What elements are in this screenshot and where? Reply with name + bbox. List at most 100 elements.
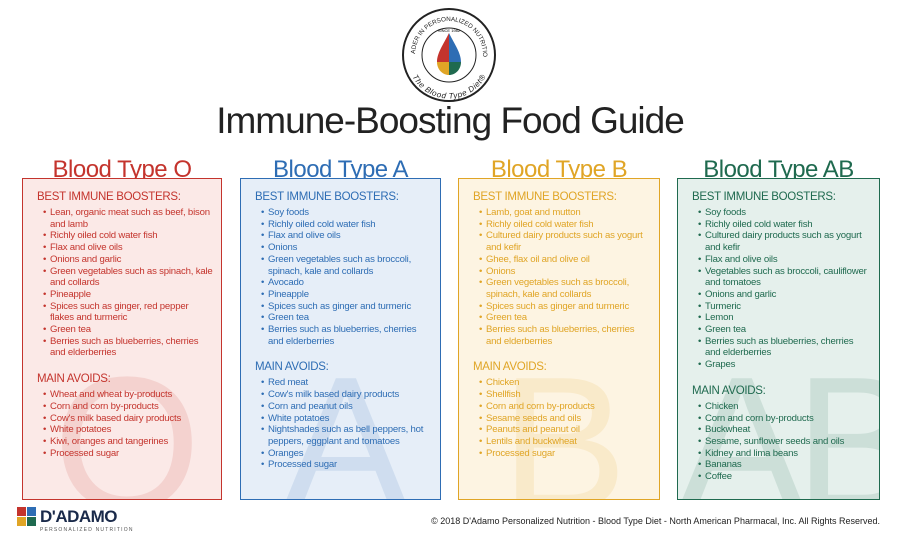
brand: D'ADAMO <box>40 507 118 526</box>
booster-item: Berries such as blueberries, cherries an… <box>698 336 871 359</box>
booster-item: Berries such as blueberries, cherries an… <box>261 324 432 347</box>
logo-inner <box>421 27 477 83</box>
avoids-list: ChickenShellfishCorn and corn by-product… <box>473 377 651 459</box>
section-title: MAIN AVOIDS: <box>255 361 329 374</box>
boosters-list: Lean, organic meat such as beef, bison a… <box>37 207 213 359</box>
booster-item: Grapes <box>698 359 871 371</box>
booster-item: Green tea <box>43 324 213 336</box>
avoid-item: Oranges <box>261 448 432 460</box>
sq <box>17 507 26 516</box>
avoid-item: Peanuts and peanut oil <box>479 424 651 436</box>
avoid-item: White potatoes <box>261 413 432 425</box>
avoid-item: Corn and corn by-products <box>43 401 213 413</box>
booster-item: Green vegetables such as broccoli, spina… <box>261 254 432 277</box>
avoid-item: Coffee <box>698 471 871 483</box>
drop-a <box>449 33 461 62</box>
sq <box>27 517 36 526</box>
avoid-item: Corn and peanut oils <box>261 401 432 413</box>
booster-item: Pineapple <box>43 289 213 301</box>
booster-item: Berries such as blueberries, cherries an… <box>479 324 651 347</box>
section-title: MAIN AVOIDS: <box>473 361 547 374</box>
avoid-item: Chicken <box>698 401 871 413</box>
avoid-item: Chicken <box>479 377 651 389</box>
avoid-item: Bananas <box>698 459 871 471</box>
boosters-list: Soy foodsRichly oiled cold water fishCul… <box>692 207 871 371</box>
brand-icon <box>17 507 36 526</box>
booster-item: Spices such as ginger and turmeric <box>479 301 651 313</box>
avoid-item: Shellfish <box>479 389 651 401</box>
avoid-item: Processed sugar <box>479 448 651 460</box>
booster-item: Flax and olive oils <box>261 230 432 242</box>
booster-item: Flax and olive oils <box>43 242 213 254</box>
avoid-item: Processed sugar <box>43 448 213 460</box>
drop-b <box>437 62 449 75</box>
drop-o <box>437 33 449 62</box>
booster-item: Ghee, flax oil and olive oil <box>479 254 651 266</box>
section-title: BEST IMMUNE BOOSTERS: <box>255 191 399 203</box>
booster-item: Onions <box>261 242 432 254</box>
booster-item: Green vegetables such as spinach, kale a… <box>43 266 213 289</box>
avoid-item: Kiwi, oranges and tangerines <box>43 436 213 448</box>
booster-item: Green tea <box>261 312 432 324</box>
booster-item: Lamb, goat and mutton <box>479 207 651 219</box>
booster-item: Soy foods <box>261 207 432 219</box>
booster-item: Green tea <box>698 324 871 336</box>
booster-item: Cultured dairy products such as yogurt a… <box>479 230 651 253</box>
avoid-item: Cow's milk based dairy products <box>261 389 432 401</box>
section-title: BEST IMMUNE BOOSTERS: <box>473 191 617 203</box>
booster-item: Spices such as ginger and turmeric <box>261 301 432 313</box>
section-title: MAIN AVOIDS: <box>692 384 766 397</box>
column-box: ABBEST IMMUNE BOOSTERS:Soy foodsRichly o… <box>677 178 880 500</box>
sq <box>17 517 26 526</box>
avoid-item: Corn and corn by-products <box>698 413 871 425</box>
avoid-item: Lentils and buckwheat <box>479 436 651 448</box>
logo-since: SINCE 1982 <box>438 28 461 33</box>
avoids-list: ChickenCorn and corn by-productsBuckwhea… <box>692 401 871 483</box>
brand-sub: PERSONALIZED NUTRITION <box>40 527 134 533</box>
avoid-item: Red meat <box>261 377 432 389</box>
logo: LEADER IN PERSONALIZED NUTRITION The Blo… <box>399 5 496 102</box>
section-title: BEST IMMUNE BOOSTERS: <box>692 191 836 203</box>
booster-item: Spices such as ginger, red pepper flakes… <box>43 301 213 324</box>
drop-ab <box>449 62 461 75</box>
booster-item: Flax and olive oils <box>698 254 871 266</box>
avoid-item: White potatoes <box>43 424 213 436</box>
booster-item: Richly oiled cold water fish <box>261 219 432 231</box>
avoid-item: Sesame, sunflower seeds and oils <box>698 436 871 448</box>
boosters-list: Soy foodsRichly oiled cold water fishFla… <box>255 207 432 347</box>
booster-item: Avocado <box>261 277 432 289</box>
sq <box>27 507 36 516</box>
avoids-list: Wheat and wheat by-productsCorn and corn… <box>37 389 213 459</box>
booster-item: Soy foods <box>698 207 871 219</box>
avoid-item: Kidney and lima beans <box>698 448 871 460</box>
booster-item: Green tea <box>479 312 651 324</box>
booster-item: Onions and garlic <box>698 289 871 301</box>
avoid-item: Corn and corn by-products <box>479 401 651 413</box>
booster-item: Onions <box>479 266 651 278</box>
copyright: © 2018 D'Adamo Personalized Nutrition - … <box>431 516 880 526</box>
booster-item: Berries such as blueberries, cherries an… <box>43 336 213 359</box>
avoid-item: Processed sugar <box>261 459 432 471</box>
booster-item: Richly oiled cold water fish <box>698 219 871 231</box>
booster-item: Richly oiled cold water fish <box>43 230 213 242</box>
booster-item: Vegetables such as broccoli, cauliflower… <box>698 266 871 289</box>
booster-item: Richly oiled cold water fish <box>479 219 651 231</box>
avoid-item: Nightshades such as bell peppers, hot pe… <box>261 424 432 447</box>
boosters-list: Lamb, goat and muttonRichly oiled cold w… <box>473 207 651 347</box>
booster-item: Onions and garlic <box>43 254 213 266</box>
booster-item: Lean, organic meat such as beef, bison a… <box>43 207 213 230</box>
booster-item: Pineapple <box>261 289 432 301</box>
title: Immune-Boosting Food Guide <box>216 100 685 141</box>
avoid-item: Wheat and wheat by-products <box>43 389 213 401</box>
avoid-item: Cow's milk based dairy products <box>43 413 213 425</box>
booster-item: Cultured dairy products such as yogurt a… <box>698 230 871 253</box>
avoid-item: Sesame seeds and oils <box>479 413 651 425</box>
booster-item: Green vegetables such as broccoli, spina… <box>479 277 651 300</box>
booster-item: Turmeric <box>698 301 871 313</box>
booster-item: Lemon <box>698 312 871 324</box>
section-title: MAIN AVOIDS: <box>37 373 111 386</box>
